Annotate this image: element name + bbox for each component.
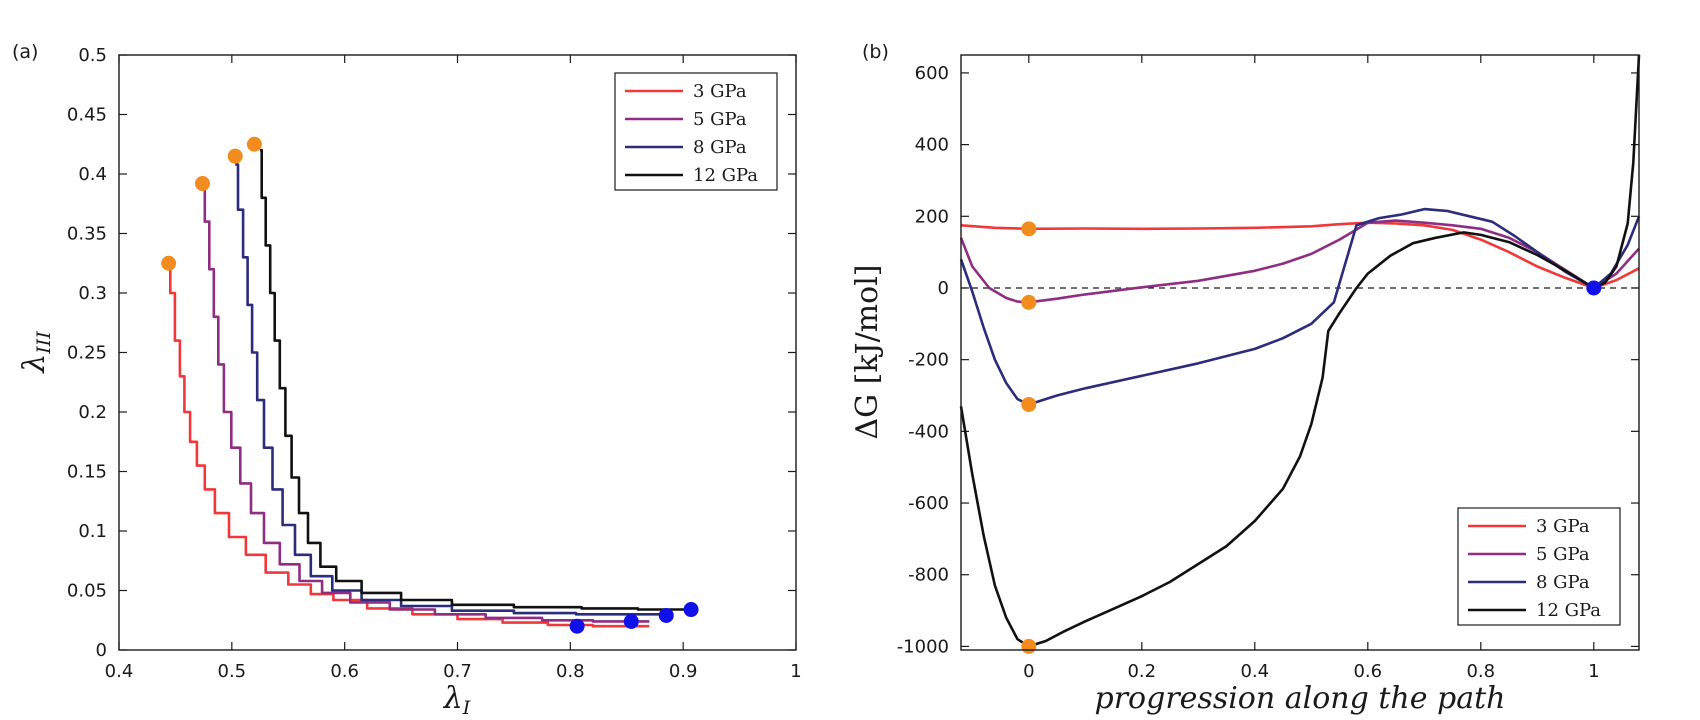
panel-b-y-tick-label: 400 — [915, 135, 949, 156]
panel-a-x-axis-title: λI — [443, 681, 471, 719]
panel-a-x-tick-label: 0.6 — [330, 661, 359, 682]
panel-b-x-tick-label: 1 — [1588, 661, 1599, 682]
panel-b-legend-box — [1457, 507, 1621, 626]
panel-a-markers — [161, 136, 699, 634]
panel-a-start-marker — [227, 148, 243, 164]
panel-b-x-axis-title: progression along the path — [1095, 681, 1506, 716]
panel-b-legend: 3 GPa 5 GPa 8 GPa 12 GPa — [1457, 507, 1621, 626]
panel-b-series-line-2 — [959, 219, 1640, 304]
panel-a-legend-label: 8 GPa — [693, 137, 747, 158]
panel-b-legend-label: 5 GPa — [1536, 544, 1590, 565]
panel-b-markers — [1021, 221, 1602, 654]
panel-a-x-tick-label: 0.4 — [105, 661, 134, 682]
panel-a-end-marker — [623, 613, 639, 629]
panel-a-y-tick-label: 0.3 — [78, 283, 107, 304]
panel-b-y-tick-label: -800 — [908, 565, 949, 586]
panel-b-y-tick-label: 600 — [915, 63, 949, 84]
panel-a-axes: 0.4 0.5 0.6 0.7 0.8 0.9 1 0 0.05 0.1 0.15 0.2 0.25 0.… — [67, 45, 802, 682]
panel-a-end-marker — [683, 602, 699, 618]
panel-a-y-tick-label: 0.4 — [78, 164, 107, 185]
panel-a-end-marker — [569, 618, 585, 634]
panel-a-y-tick-label: 0.2 — [78, 402, 107, 423]
panel-b-y-tick-label: -600 — [908, 493, 949, 514]
panel-a-y-tick-label: 0.45 — [67, 105, 107, 126]
panel-a-x-tick-label: 1 — [790, 661, 801, 682]
panel-a-series-line-3 — [235, 163, 672, 616]
panel-a-x-tick-label: 0.9 — [669, 661, 698, 682]
panel-a-start-marker — [246, 136, 262, 152]
panel-b-y-axis-title: ΔG [kJ/mol] — [850, 265, 885, 440]
panel-b-end-marker — [1586, 280, 1602, 296]
panel-a-series-line-1 — [168, 262, 650, 628]
panel-b-series-line-1 — [960, 221, 1640, 290]
panel-b-y-tick-label: 0 — [938, 278, 949, 299]
panel-b-series-line-3 — [959, 207, 1641, 406]
panel-a-y-tick-label: 0.35 — [67, 224, 107, 245]
panel-b: (b) 0 0.2 0.4 0.6 0.8 1 -1000 -800 -600 -400 -200 0… — [850, 41, 1641, 716]
panel-a-series-line-4 — [260, 148, 695, 611]
panel-a-series — [168, 148, 695, 628]
panel-b-y-tick-label: -1000 — [897, 636, 949, 657]
panel-a-y-tick-label: 0.5 — [78, 45, 107, 66]
panel-a-y-axis-title: λIII — [17, 331, 55, 374]
panel-a-end-marker — [658, 607, 674, 623]
panel-a-legend-label: 12 GPa — [693, 165, 758, 186]
panel-b-x-tick-label: 0.4 — [1240, 661, 1269, 682]
panel-a-y-tick-label: 0 — [96, 640, 107, 661]
panel-b-x-tick-label: 0.6 — [1353, 661, 1382, 682]
panel-a-x-label-symbol: λ — [443, 681, 463, 716]
panel-a-x-label-subscript: I — [462, 697, 471, 719]
panel-b-x-tick-label: 0 — [1023, 661, 1034, 682]
panel-a-y-label-symbol: λ — [17, 354, 52, 374]
panel-a-legend-label: 3 GPa — [693, 81, 747, 102]
panel-a-x-tick-label: 0.7 — [443, 661, 472, 682]
panel-a-y-tick-label: 0.05 — [67, 581, 107, 602]
panel-b-legend-label: 3 GPa — [1536, 516, 1590, 537]
panel-a-y-tick-label: 0.1 — [78, 521, 107, 542]
panel-a-legend-box — [614, 72, 778, 191]
panel-a: (a) 0.4 0.5 0.6 0.7 0.8 0.9 100.050.10.150.20.… — [12, 41, 802, 719]
panel-a-y-tick-label: 0.25 — [67, 343, 107, 364]
panel-b-y-tick-label: 200 — [915, 206, 949, 227]
panel-b-legend-label: 12 GPa — [1536, 600, 1601, 621]
panel-b-y-tick-label: -200 — [908, 350, 949, 371]
panel-a-series-line-2 — [202, 182, 650, 623]
panel-a-legend-label: 5 GPa — [693, 109, 747, 130]
panel-a-frame — [118, 54, 797, 651]
panel-a-x-tick-label: 0.8 — [556, 661, 585, 682]
panel-a-legend: 3 GPa 5 GPa 8 GPa 12 GPa — [614, 72, 778, 191]
panel-a-y-label-subscript: III — [33, 331, 55, 355]
panel-a-start-marker — [161, 255, 177, 271]
panel-b-start-marker — [1021, 638, 1037, 654]
panel-b-start-marker — [1021, 396, 1037, 412]
panel-b-x-tick-label: 0.8 — [1466, 661, 1495, 682]
panel-b-start-marker — [1021, 221, 1037, 237]
panel-b-y-tick-label: -400 — [908, 421, 949, 442]
panel-b-x-tick-label: 0.2 — [1127, 661, 1156, 682]
panel-b-legend-label: 8 GPa — [1536, 572, 1590, 593]
panel-b-start-marker — [1021, 294, 1037, 310]
panel-a-y-tick-label: 0.15 — [67, 462, 107, 483]
panel-b-label: (b) — [862, 41, 889, 63]
panel-a-label: (a) — [12, 41, 38, 63]
panel-a-x-tick-label: 0.5 — [218, 661, 247, 682]
panel-b-frame — [960, 54, 1640, 651]
panel-a-start-marker — [194, 176, 210, 192]
